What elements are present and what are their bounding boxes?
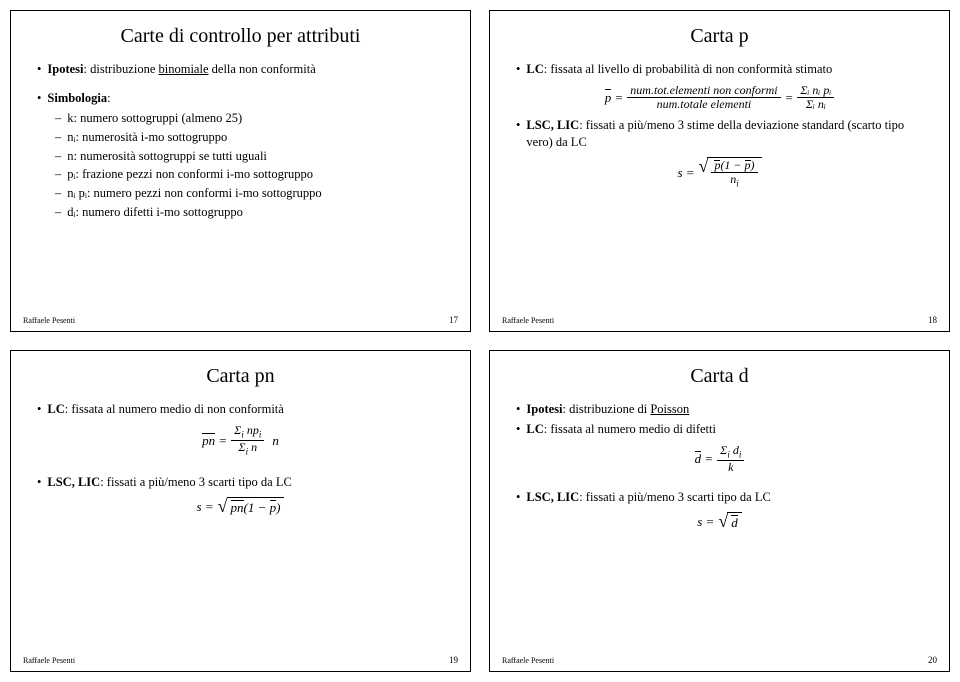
bullet-lc: LC: fissata al numero medio di non confo…: [37, 401, 448, 418]
footer-author: Raffaele Pesenti: [23, 656, 75, 665]
footer-page: 20: [928, 655, 937, 665]
label: Ipotesi: [47, 62, 83, 76]
sym-pi: pᵢ: frazione pezzi non conformi i-mo sot…: [55, 166, 448, 183]
slide-title: Carte di controllo per attributi: [33, 25, 448, 48]
footer-author: Raffaele Pesenti: [23, 316, 75, 325]
bullet-lc: LC: fissata al livello di probabilità di…: [516, 61, 927, 78]
footer-author: Raffaele Pesenti: [502, 656, 554, 665]
slide-content: LC: fissata al livello di probabilità di…: [512, 58, 927, 195]
footer-page: 19: [449, 655, 458, 665]
bullet-lc: LC: fissata al numero medio di difetti: [516, 421, 927, 438]
slide-title: Carta d: [512, 365, 927, 388]
bullet-simbologia: Simbologia:: [37, 90, 448, 107]
slide-content: LC: fissata al numero medio di non confo…: [33, 398, 448, 523]
formula-pn: pn = Σi npi Σi n n: [33, 424, 448, 458]
sym-di: dᵢ: numero difetti i-mo sottogruppo: [55, 204, 448, 221]
slide-18: Carta p LC: fissata al livello di probab…: [489, 10, 950, 332]
slide-17: Carte di controllo per attributi Ipotesi…: [10, 10, 471, 332]
bullet-lsc: LSC, LIC: fissati a più/meno 3 stime del…: [516, 117, 927, 151]
sym-n: n: numerosità sottogruppi se tutti ugual…: [55, 148, 448, 165]
formula-s: s = √ pn(1 − p): [33, 497, 448, 517]
slide-content: Ipotesi: distribuzione di Poisson LC: fi…: [512, 398, 927, 538]
sym-ni: nᵢ: numerosità i-mo sottogruppo: [55, 129, 448, 146]
formula-pbar: p = num.tot.elementi non conformi num.to…: [512, 84, 927, 111]
formula-dbar: d = Σi di k: [512, 444, 927, 474]
sym-k: k: numero sottogruppi (almeno 25): [55, 110, 448, 127]
bullet-hypothesis: Ipotesi: distribuzione di Poisson: [516, 401, 927, 418]
footer-page: 18: [928, 315, 937, 325]
sym-nipi: nᵢ pᵢ: numero pezzi non conformi i-mo so…: [55, 185, 448, 202]
slide-20: Carta d Ipotesi: distribuzione di Poisso…: [489, 350, 950, 672]
slide-title: Carta p: [512, 25, 927, 48]
formula-s: s = √ p(1 − p) ni: [512, 157, 927, 189]
bullet-lsc: LSC, LIC: fissati a più/meno 3 scarti ti…: [37, 474, 448, 491]
formula-s: s = √ d: [512, 512, 927, 532]
slide-19: Carta pn LC: fissata al numero medio di …: [10, 350, 471, 672]
bullet-hypothesis: Ipotesi: distribuzione binomiale della n…: [37, 61, 448, 78]
slide-title: Carta pn: [33, 365, 448, 388]
slide-content: Ipotesi: distribuzione binomiale della n…: [33, 58, 448, 223]
footer-page: 17: [449, 315, 458, 325]
footer-author: Raffaele Pesenti: [502, 316, 554, 325]
bullet-lsc: LSC, LIC: fissati a più/meno 3 scarti ti…: [516, 489, 927, 506]
